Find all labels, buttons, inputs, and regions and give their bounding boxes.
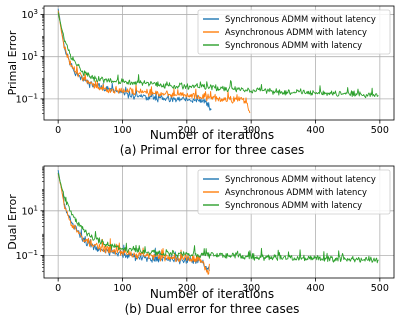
dual-x-tick-label: 300	[242, 283, 260, 294]
dual-legend-label-1: Synchronous ADMM without latency	[225, 174, 376, 184]
dual-x-tick-label: 0	[55, 283, 61, 294]
primal-x-tick-label: 300	[242, 125, 260, 136]
primal-legend-label-3: Synchronous ADMM with latency	[225, 40, 362, 50]
primal-series	[57, 8, 379, 114]
dual-series	[57, 170, 379, 275]
dual-x-tick-label: 100	[113, 283, 131, 294]
dual-x-axis-label: Number of iterations	[150, 287, 274, 301]
dual-y-tick-label: 101	[21, 204, 38, 217]
primal-x-tick-label: 400	[306, 125, 324, 136]
primal-x-tick-label: 0	[55, 125, 61, 136]
primal-x-ticks: 0 100 200 300 400 500	[55, 120, 389, 136]
dual-x-ticks: 0 100 200 300 400 500	[55, 278, 389, 294]
primal-legend-label-1: Synchronous ADMM without latency	[225, 14, 376, 24]
primal-y-tick-label: 101	[21, 50, 38, 63]
dual-y-tick-label: 10−1	[16, 249, 38, 262]
dual-legend: Synchronous ADMM without latency Asynchro…	[197, 169, 391, 215]
primal-series-line-3	[57, 12, 379, 99]
primal-y-tick-label: 10−1	[16, 92, 38, 105]
primal-caption: (a) Primal error for three cases	[120, 143, 305, 157]
primal-x-tick-label: 500	[371, 125, 389, 136]
dual-legend-label-3: Synchronous ADMM with latency	[225, 200, 362, 210]
primal-legend: Synchronous ADMM without latency Asynchro…	[197, 9, 391, 55]
primal-y-axis-label: Primal Error	[6, 30, 19, 95]
dual-series-line-1	[57, 170, 210, 272]
primal-series-line-1	[57, 8, 212, 111]
primal-y-tick-label: 103	[21, 8, 38, 21]
primal-error-panel: 0 100 200 300 400 500 103 101 10−1 Primal Error…	[6, 5, 395, 157]
dual-x-tick-label: 500	[371, 283, 389, 294]
primal-series-line-2	[57, 10, 251, 114]
dual-axes-frame	[43, 165, 395, 279]
primal-x-tick-label: 200	[178, 125, 196, 136]
dual-series-line-3	[57, 173, 379, 264]
primal-legend-box	[197, 9, 391, 55]
dual-x-tick-label: 200	[178, 283, 196, 294]
dual-x-tick-label: 400	[306, 283, 324, 294]
dual-legend-label-2: Asynchronous ADMM with latency	[225, 187, 367, 197]
primal-y-ticks: 103 101 10−1	[16, 7, 44, 114]
dual-y-ticks: 101 10−1	[16, 166, 44, 272]
dual-series-line-2	[57, 173, 210, 275]
dual-y-axis-label: Dual Error	[6, 194, 19, 250]
dual-error-panel: 0 100 200 300 400 500 101 10−1 Dual Error Numb…	[6, 165, 395, 316]
primal-x-axis-label: Number of iterations	[150, 128, 274, 142]
primal-x-tick-label: 100	[113, 125, 131, 136]
dual-caption: (b) Dual error for three cases	[125, 302, 300, 316]
dual-legend-box	[197, 169, 391, 215]
primal-legend-label-2: Asynchronous ADMM with latency	[225, 27, 367, 37]
